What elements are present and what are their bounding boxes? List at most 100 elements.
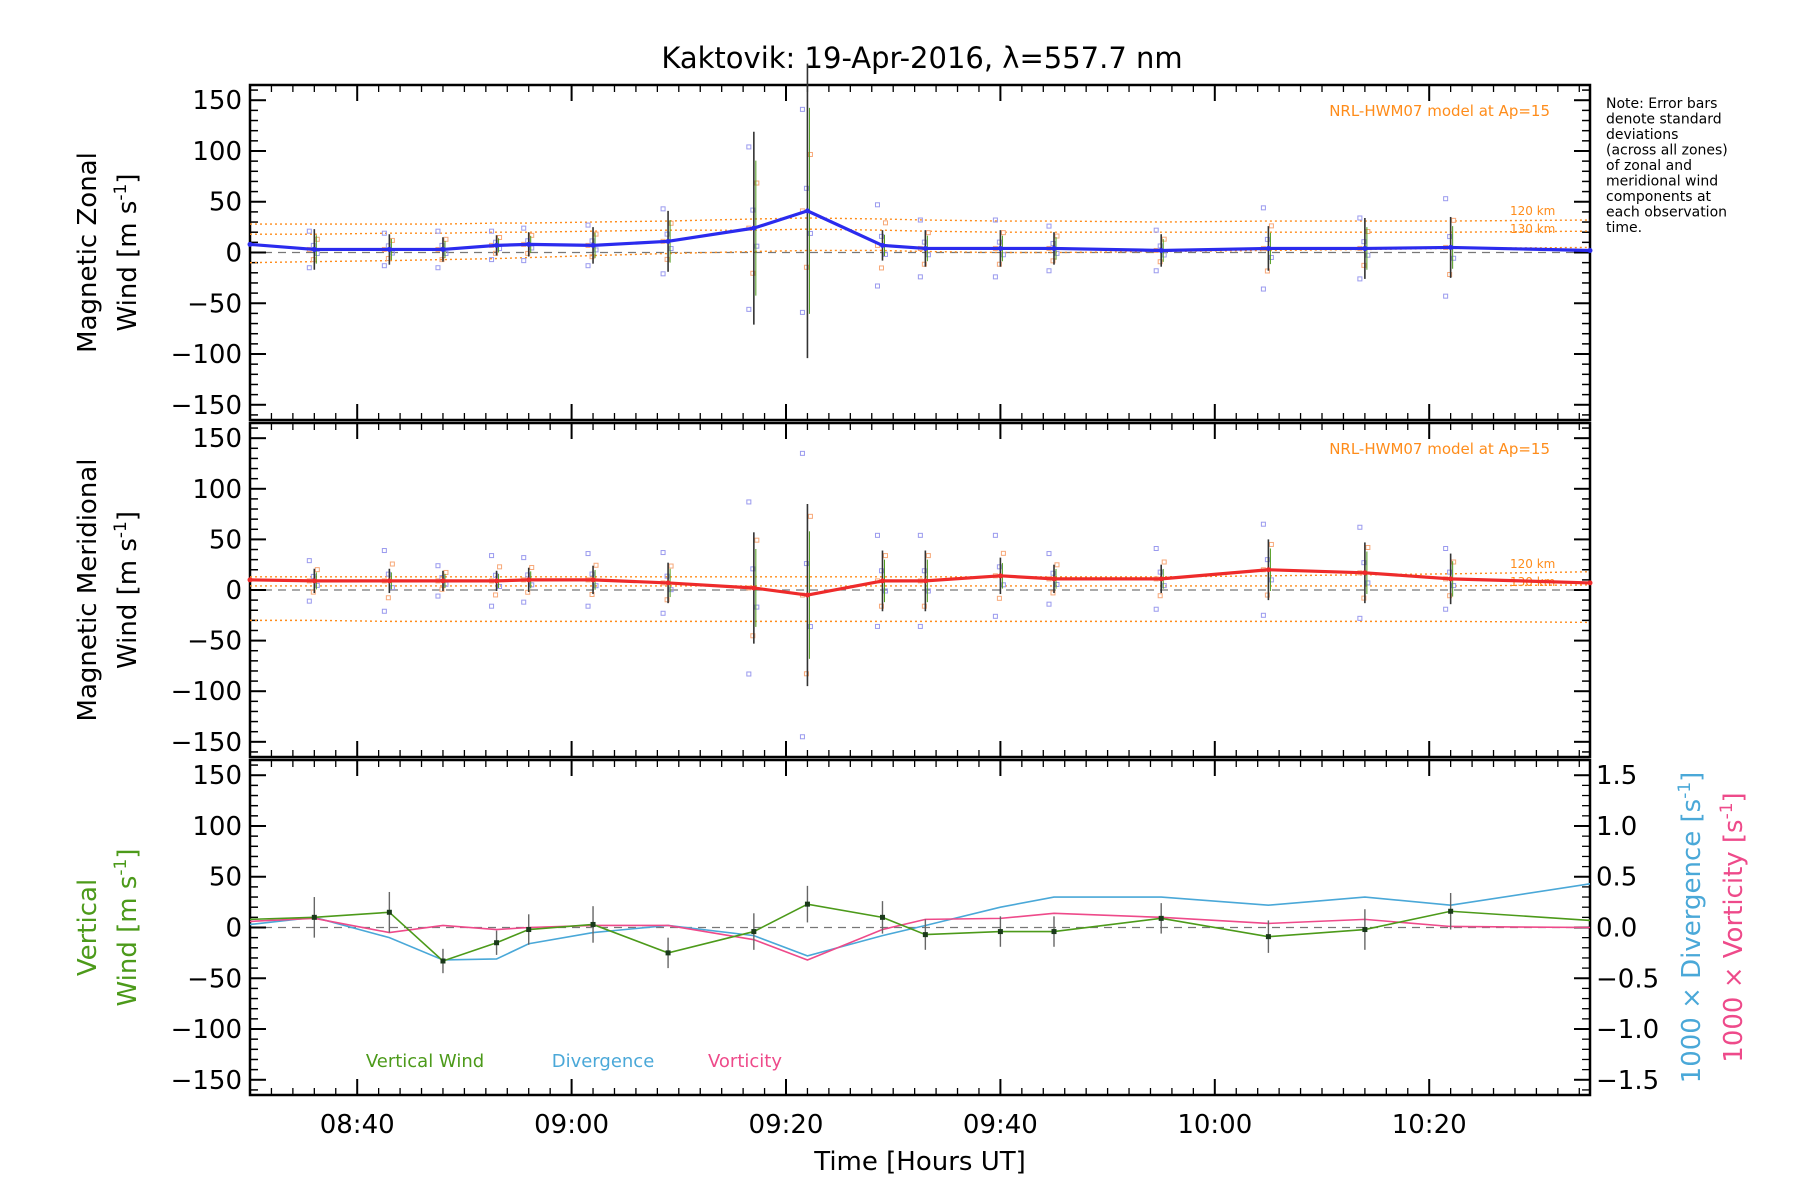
vertical-wind-point (922, 932, 928, 938)
x-tick-label: 09:20 (749, 1110, 824, 1140)
zonal-wind-point (526, 241, 532, 247)
zone-marker (874, 202, 880, 208)
meridional-wind-point (590, 577, 596, 583)
zone-marker (310, 589, 316, 595)
zone-marker (664, 597, 670, 603)
zone-marker (493, 572, 499, 578)
zone-marker (660, 271, 666, 277)
zone-marker (878, 568, 884, 574)
zone-marker (1451, 559, 1457, 565)
model-label: NRL-HWM07 model at Ap=15 (1329, 440, 1550, 458)
x-axis-label: Time [Hours UT] (813, 1147, 1026, 1177)
note-line: components at (1606, 189, 1712, 205)
zonal-wind-point (665, 238, 671, 244)
zone-marker (585, 603, 591, 609)
y-tick-label: 50 (209, 525, 242, 555)
zone-marker (807, 513, 813, 519)
zonal-wind-point (386, 246, 392, 252)
vertical-wind-point (751, 929, 757, 935)
zone-marker (385, 595, 391, 601)
zone-marker (1260, 521, 1266, 527)
y-tick-label: 100 (192, 137, 242, 167)
zone-marker (878, 603, 884, 609)
model-alt-label: 120 km (1510, 204, 1555, 218)
zone-marker (1264, 592, 1270, 598)
zone-marker (746, 306, 752, 312)
zone-marker (439, 257, 445, 263)
zone-marker (1046, 601, 1052, 607)
zone-marker (314, 251, 320, 257)
zone-marker (746, 144, 752, 150)
y-tick-label: 150 (192, 761, 242, 791)
zone-marker (1447, 271, 1453, 277)
zone-marker (668, 246, 674, 252)
zone-marker (435, 228, 441, 234)
y-tick-label: 50 (209, 188, 242, 218)
y-tick-label: −150 (171, 728, 242, 758)
meridional-wind-point (1265, 567, 1271, 573)
zone-marker (1443, 196, 1449, 202)
model-alt-label: 130 km (1510, 222, 1555, 236)
zone-marker (1260, 205, 1266, 211)
zone-marker (529, 582, 535, 588)
zone-marker (660, 206, 666, 212)
zone-marker (381, 263, 387, 269)
y2-tick-label: 1.0 (1596, 812, 1637, 842)
x-tick-label: 10:00 (1177, 1110, 1252, 1140)
y-tick-label: −100 (171, 340, 242, 370)
zone-marker (803, 671, 809, 677)
zone-marker (660, 550, 666, 556)
zone-marker (750, 207, 756, 213)
zone-marker (1260, 612, 1266, 618)
meridional-wind-point (386, 578, 392, 584)
zone-marker (497, 584, 503, 590)
vertical-wind-point (1265, 934, 1271, 940)
y-tick-label: 0 (225, 576, 242, 606)
note-line: time. (1606, 220, 1642, 236)
zone-marker (799, 734, 805, 740)
zone-marker (668, 587, 674, 593)
zone-marker (664, 231, 670, 237)
zonal-wind-point (922, 245, 928, 251)
zone-marker (529, 232, 535, 238)
meridional-wind-point (494, 578, 500, 584)
zone-marker (1365, 229, 1371, 235)
zone-marker (996, 239, 1002, 245)
meridional-wind-point (1362, 570, 1368, 576)
zone-marker (589, 591, 595, 597)
zone-marker (1451, 583, 1457, 589)
vertical-wind-line (249, 903, 1591, 962)
zone-marker (521, 258, 527, 264)
y-tick-label: −100 (171, 1015, 242, 1045)
zone-marker (1357, 615, 1363, 621)
zone-marker (489, 553, 495, 559)
zone-marker (754, 537, 760, 543)
zone-marker (389, 250, 395, 256)
zone-marker (754, 180, 760, 186)
zone-marker (1365, 580, 1371, 586)
vertical-wind-point (804, 901, 810, 907)
zone-marker (925, 553, 931, 559)
vertical-wind-point (1448, 908, 1454, 914)
zone-marker (593, 583, 599, 589)
zone-marker (1050, 570, 1056, 576)
y-axis-label-line2: Wind [m s-1] (111, 849, 143, 1007)
note-line: of zonal and (1606, 158, 1692, 174)
zone-marker (310, 257, 316, 263)
zone-marker (917, 217, 923, 223)
meridional-wind-point (997, 573, 1003, 579)
zone-marker (1361, 262, 1367, 268)
model-curve (250, 228, 1591, 235)
zone-marker (525, 250, 531, 256)
zone-marker (1000, 230, 1006, 236)
zone-marker (746, 499, 752, 505)
y-tick-label: −50 (187, 289, 242, 319)
zone-marker (992, 274, 998, 280)
zone-marker (381, 230, 387, 236)
zone-marker (306, 228, 312, 234)
meridional-wind-point (1587, 580, 1593, 586)
zone-marker (996, 564, 1002, 570)
zone-marker (668, 220, 674, 226)
